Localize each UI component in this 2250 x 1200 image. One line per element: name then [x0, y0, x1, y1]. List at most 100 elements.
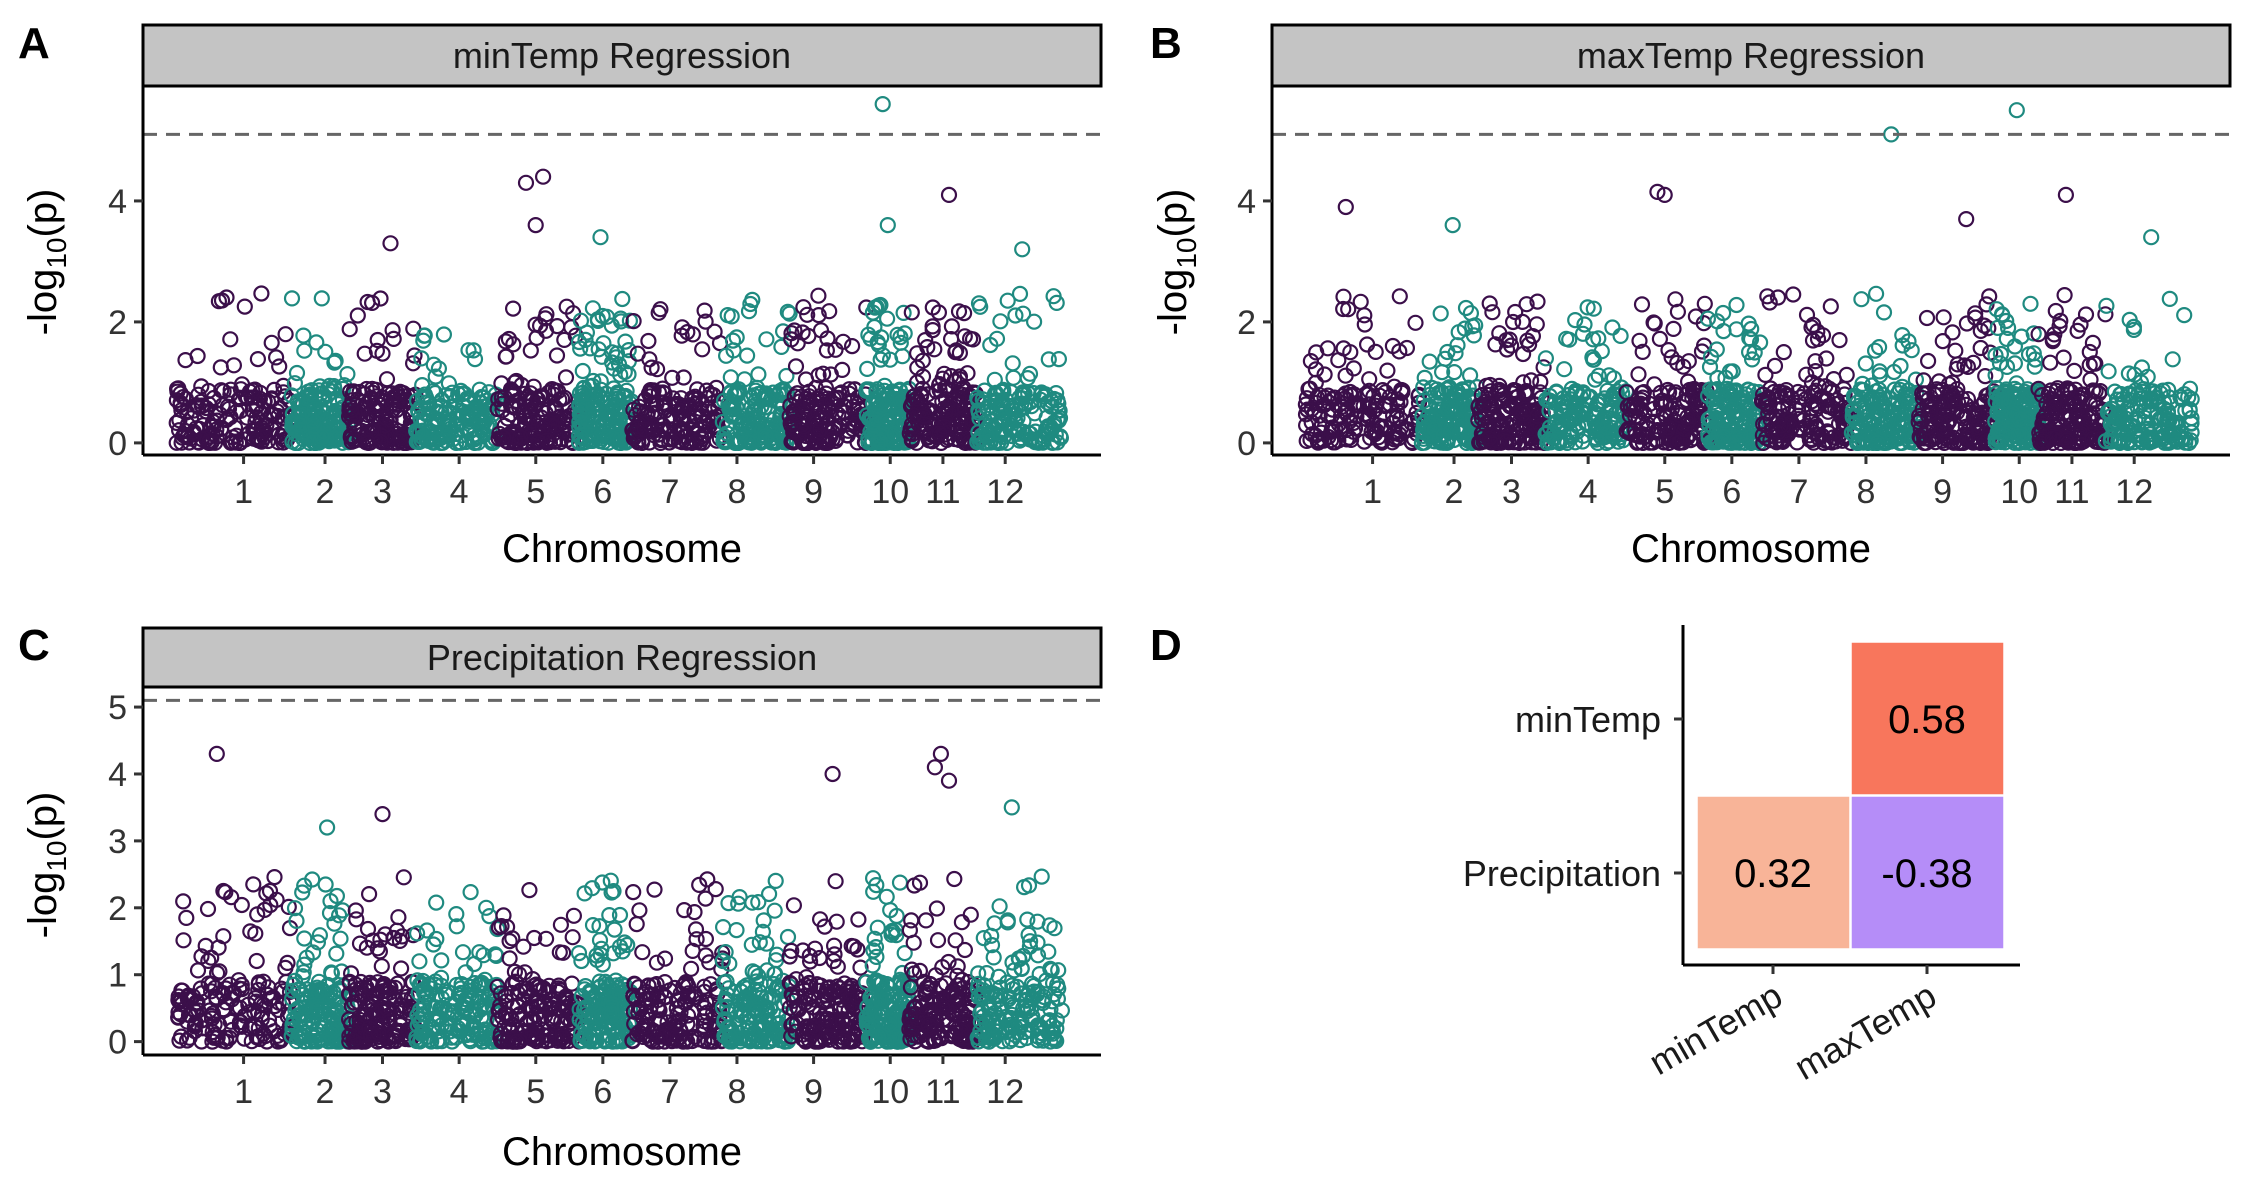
point	[787, 358, 805, 375]
point	[303, 382, 320, 399]
point	[2042, 354, 2059, 371]
x-tick-label: 10	[871, 473, 909, 511]
point	[249, 351, 266, 368]
point	[878, 310, 896, 327]
point	[595, 433, 612, 450]
scatter-points	[170, 745, 1071, 1050]
point	[449, 416, 466, 433]
point	[512, 429, 529, 446]
point	[640, 332, 657, 350]
point	[471, 381, 488, 398]
point	[313, 429, 331, 446]
point	[305, 413, 322, 430]
point	[722, 369, 739, 386]
point	[571, 385, 589, 402]
point	[332, 930, 349, 947]
point	[1416, 369, 1433, 386]
point	[582, 340, 599, 357]
top-hit-point	[1958, 211, 1975, 228]
point	[199, 900, 217, 918]
point	[366, 397, 383, 414]
point	[256, 429, 273, 446]
point	[364, 294, 381, 311]
point	[546, 401, 564, 418]
point	[416, 327, 433, 344]
point	[224, 429, 242, 446]
point	[178, 909, 195, 927]
point	[464, 431, 481, 448]
point	[688, 433, 705, 451]
point	[497, 432, 514, 449]
point	[356, 345, 373, 362]
point	[378, 371, 396, 388]
point	[284, 405, 301, 422]
point	[571, 413, 588, 431]
point	[168, 414, 185, 431]
point	[369, 331, 386, 349]
point	[843, 338, 861, 355]
point	[190, 398, 207, 415]
x-tick-label: 8	[1856, 473, 1875, 511]
point	[427, 368, 444, 385]
top-hit-point	[2008, 102, 2025, 119]
point	[175, 932, 192, 949]
panel-b-ylabel: -log10(p)	[1151, 189, 1202, 336]
point	[287, 425, 304, 442]
point	[1866, 342, 1884, 359]
point	[693, 407, 710, 424]
point	[385, 330, 402, 347]
point	[256, 393, 273, 410]
point	[405, 355, 422, 372]
point	[312, 385, 329, 402]
point	[343, 402, 360, 419]
point	[534, 400, 551, 418]
point	[268, 349, 285, 366]
point	[545, 433, 563, 450]
point	[1481, 295, 1498, 312]
point	[508, 372, 525, 390]
x-tick-label: 7	[660, 473, 679, 511]
point	[592, 381, 610, 398]
panel-a-strip-title: minTemp Regression	[453, 35, 791, 76]
x-tick-label: 3	[373, 473, 392, 511]
point	[675, 421, 693, 439]
point	[1484, 304, 1501, 321]
point	[617, 387, 634, 405]
point	[277, 959, 294, 977]
point	[1379, 362, 1396, 379]
point	[641, 351, 658, 368]
point	[275, 434, 292, 451]
point	[348, 911, 365, 928]
point	[500, 330, 517, 348]
point	[620, 366, 637, 383]
point	[374, 345, 391, 362]
y-tick-label: 0	[108, 425, 127, 463]
point	[175, 427, 192, 444]
point	[490, 391, 507, 408]
point	[248, 952, 265, 970]
point	[1728, 296, 1745, 314]
point	[894, 348, 911, 365]
x-tick-label: 7	[1789, 473, 1808, 511]
point	[2056, 287, 2073, 304]
point	[372, 433, 389, 450]
point	[349, 307, 366, 324]
point	[287, 434, 304, 451]
point	[1831, 332, 1848, 349]
point	[275, 384, 292, 401]
point	[358, 410, 375, 427]
point	[664, 390, 682, 407]
x-tick-label: 12	[2115, 473, 2153, 511]
point	[1432, 305, 1449, 322]
x-tick-label: 12	[986, 473, 1024, 511]
point	[810, 287, 827, 304]
point	[263, 334, 280, 351]
scatter-points	[168, 95, 1070, 451]
y-tick-label: 4	[108, 183, 127, 221]
x-tick-label: 5	[1655, 473, 1674, 511]
point	[505, 336, 522, 353]
point	[1537, 350, 1555, 367]
top-hit-point	[879, 217, 896, 234]
